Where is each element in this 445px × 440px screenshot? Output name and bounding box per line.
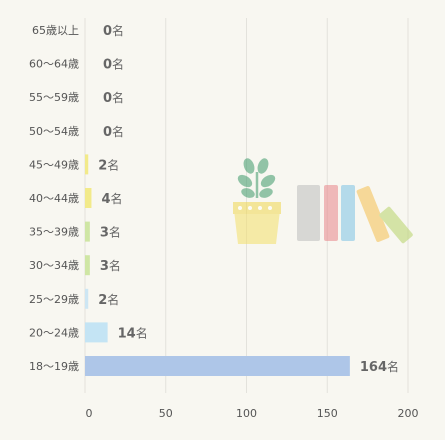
potted-plant-icon	[233, 158, 281, 244]
bar	[85, 322, 108, 343]
bar	[85, 356, 350, 376]
category-label: 60〜64歳	[29, 58, 79, 71]
x-axis-ticks: 0 50 100 150 200	[86, 407, 419, 420]
category-label: 35〜39歳	[29, 226, 79, 239]
category-label: 65歳以上	[32, 24, 79, 37]
category-label: 45〜49歳	[29, 158, 79, 171]
value-number: 3	[100, 259, 109, 274]
x-tick-label: 0	[86, 407, 93, 420]
category-label: 55〜59歳	[29, 91, 79, 104]
bar	[85, 221, 90, 242]
value-unit: 名	[112, 57, 124, 72]
value-unit: 名	[112, 124, 124, 139]
category-label: 25〜29歳	[29, 293, 79, 306]
value-label: 3名	[100, 258, 121, 274]
value-unit: 名	[109, 258, 121, 273]
value-number: 14	[118, 326, 136, 341]
value-number: 0	[103, 24, 112, 39]
value-label: 164名	[360, 359, 399, 375]
value-label: 0名	[103, 124, 124, 140]
value-number: 0	[103, 91, 112, 106]
bar	[85, 288, 89, 309]
value-label: 0名	[103, 57, 124, 73]
x-tick-label: 150	[317, 407, 338, 420]
bar	[85, 188, 92, 208]
category-label: 18〜19歳	[29, 360, 79, 373]
value-number: 164	[360, 360, 387, 375]
value-label: 0名	[103, 23, 124, 39]
category-label: 50〜54歳	[29, 125, 79, 138]
value-number: 2	[98, 293, 107, 308]
value-number: 4	[101, 192, 110, 207]
value-unit: 名	[107, 157, 119, 172]
bars	[85, 154, 350, 376]
value-label: 3名	[100, 225, 121, 241]
value-label: 0名	[103, 90, 124, 106]
books-icon	[297, 185, 413, 244]
value-number: 0	[103, 125, 112, 140]
value-unit: 名	[109, 225, 121, 240]
value-unit: 名	[387, 359, 399, 374]
value-label: 2名	[98, 292, 119, 308]
decoration-illustration	[233, 158, 413, 244]
value-number: 0	[103, 58, 112, 73]
bar	[85, 255, 90, 276]
value-unit: 名	[112, 23, 124, 38]
value-label: 2名	[98, 157, 119, 173]
x-tick-label: 200	[398, 407, 419, 420]
value-unit: 名	[107, 292, 119, 307]
x-tick-label: 50	[159, 407, 173, 420]
category-labels: 65歳以上 60〜64歳 55〜59歳 50〜54歳 45〜49歳 40〜44歳 35〜39…	[29, 24, 79, 373]
value-unit: 名	[136, 325, 148, 340]
value-unit: 名	[111, 191, 123, 206]
bar	[85, 154, 89, 175]
category-label: 20〜24歳	[29, 326, 79, 339]
category-label: 40〜44歳	[29, 192, 79, 205]
value-number: 3	[100, 226, 109, 241]
value-number: 2	[98, 158, 107, 173]
x-tick-label: 100	[236, 407, 257, 420]
value-label: 14名	[118, 325, 148, 341]
value-unit: 名	[112, 90, 124, 105]
value-label: 4名	[101, 191, 122, 207]
category-label: 30〜34歳	[29, 259, 79, 272]
